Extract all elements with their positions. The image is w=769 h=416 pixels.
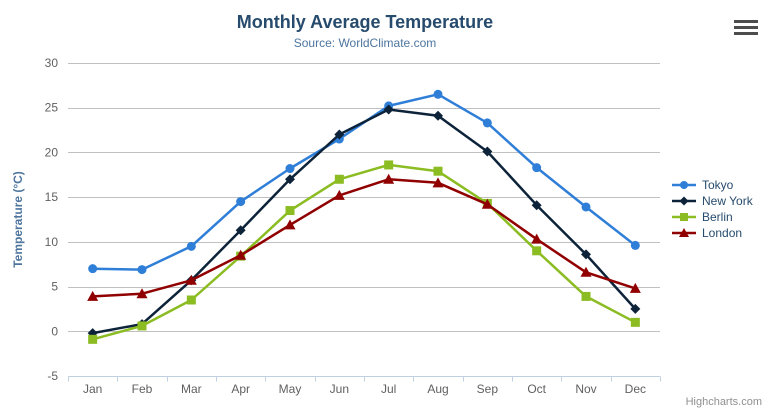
- x-tick-label: Oct: [527, 382, 546, 396]
- x-tick-label: Feb: [132, 382, 153, 396]
- chart-subtitle: Source: WorldClimate.com: [293, 36, 437, 50]
- y-tick-label: 25: [45, 101, 59, 115]
- chart-title: Monthly Average Temperature: [236, 12, 494, 32]
- y-tick-label: 15: [45, 190, 59, 204]
- triangle-marker-icon: [672, 228, 696, 237]
- legend-item-london[interactable]: London: [671, 225, 753, 241]
- x-tick-label: Aug: [427, 382, 448, 396]
- legend-item-new-york[interactable]: New York: [671, 193, 753, 209]
- x-tick-label: Jul: [381, 382, 396, 396]
- diamond-marker-icon: [672, 196, 696, 206]
- x-tick-label: Jan: [83, 382, 102, 396]
- legend-item-berlin[interactable]: Berlin: [671, 209, 753, 225]
- y-tick-label: 10: [45, 235, 59, 249]
- y-tick-label: 30: [45, 56, 59, 70]
- legend: Tokyo New York Berlin London: [671, 177, 753, 241]
- y-axis-title: Temperature (°C): [11, 171, 25, 268]
- legend-label: Tokyo: [702, 178, 734, 192]
- x-tick-label: Jun: [330, 382, 349, 396]
- series-new-york[interactable]: [87, 104, 641, 339]
- x-tick-label: Apr: [231, 382, 250, 396]
- hamburger-icon: [734, 20, 758, 35]
- y-tick-label: -5: [47, 369, 58, 383]
- series-tokyo[interactable]: [88, 89, 640, 275]
- legend-label: Berlin: [702, 210, 733, 224]
- legend-label: New York: [702, 194, 753, 208]
- legend-label: London: [702, 226, 743, 240]
- export-menu-button[interactable]: [734, 20, 758, 36]
- y-tick-label: 0: [51, 324, 58, 338]
- credits-link[interactable]: Highcharts.com: [685, 396, 762, 408]
- square-marker-icon: [672, 213, 696, 221]
- legend-item-tokyo[interactable]: Tokyo: [671, 177, 753, 193]
- y-grid: -5 0 5 10 15 20 25 30: [45, 56, 660, 383]
- x-tick-label: May: [279, 382, 302, 396]
- series-london[interactable]: [87, 173, 641, 301]
- x-tick-label: Sep: [477, 382, 499, 396]
- y-tick-label: 5: [51, 280, 58, 294]
- x-axis: Jan Feb Mar Apr May Jun Jul Aug Sep Oct Nov Dec: [68, 376, 661, 396]
- x-tick-label: Mar: [181, 382, 202, 396]
- y-tick-label: 20: [45, 145, 59, 159]
- x-tick-label: Nov: [575, 382, 596, 396]
- x-tick-label: Dec: [625, 382, 646, 396]
- circle-marker-icon: [672, 181, 696, 189]
